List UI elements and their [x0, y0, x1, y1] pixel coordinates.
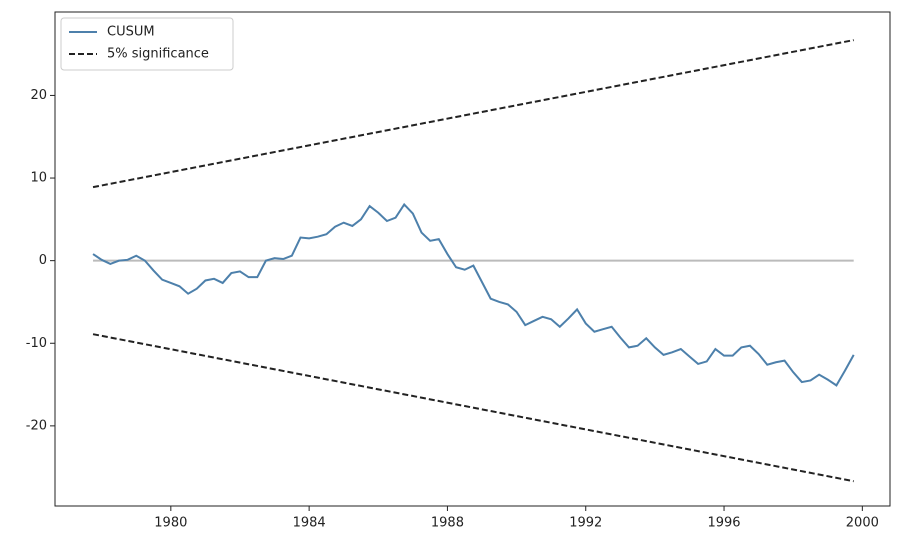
y-tick-label: 0 [39, 253, 47, 268]
x-tick-label: 1992 [569, 516, 602, 531]
x-tick-label: 1988 [431, 516, 464, 531]
cusum-line [92, 202, 855, 387]
y-tick-label: -10 [26, 336, 47, 351]
x-tick-label: 1996 [707, 516, 740, 531]
significance-line [92, 39, 854, 189]
x-tick-label: 2000 [846, 516, 879, 531]
legend-label: 5% significance [107, 47, 209, 62]
y-tick-label: -20 [26, 418, 47, 433]
x-tick-label: 1984 [293, 516, 326, 531]
significance-line [92, 333, 854, 483]
legend-box [60, 17, 234, 71]
y-tick-label: 10 [30, 171, 47, 186]
plot-frame [54, 11, 891, 507]
y-tick-label: 20 [30, 88, 47, 103]
x-tick-label: 1980 [154, 516, 187, 531]
legend-label: CUSUM [107, 25, 155, 40]
